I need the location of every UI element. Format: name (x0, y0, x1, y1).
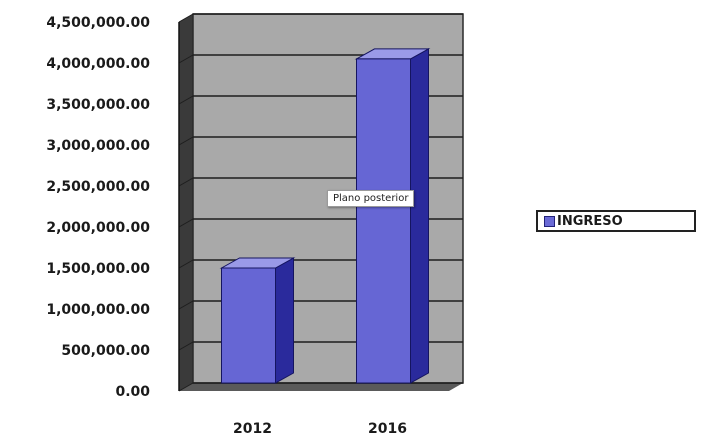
y-tick-label: 4,000,000.00 (46, 56, 150, 72)
legend-label-ingreso: INGRESO (557, 213, 623, 229)
gridline-depth (178, 136, 194, 146)
gridline-depth (178, 218, 194, 228)
y-tick-label: 4,500,000.00 (46, 15, 150, 31)
y-tick-label: 2,000,000.00 (46, 220, 150, 236)
y-axis-ticks: 0.00 500,000.00 1,000,000.00 1,500,000.00 2,… (46, 15, 150, 400)
bar-2012 (221, 267, 276, 384)
y-tick-label: 3,500,000.00 (46, 97, 150, 113)
side-wall (179, 14, 193, 391)
bars (219, 48, 431, 384)
bar-side-2012 (275, 257, 294, 384)
gridline-depth (178, 300, 194, 310)
gridline-depth (178, 382, 194, 392)
y-tick-label: 500,000.00 (61, 343, 150, 359)
y-tick-label: 2,500,000.00 (46, 179, 150, 195)
legend: INGRESO (536, 210, 696, 232)
tooltip-plano-posterior: Plano posterior (327, 190, 415, 207)
chart-floor (179, 383, 463, 391)
y-tick-label: 1,000,000.00 (46, 302, 150, 318)
bar-2016 (356, 58, 411, 384)
y-tick-label: 3,000,000.00 (46, 138, 150, 154)
y-tick-label: 1,500,000.00 (46, 261, 150, 277)
bar-side-2016 (410, 48, 429, 384)
gridline-depth (178, 341, 194, 351)
x-tick-label: 2012 (233, 421, 272, 437)
x-tick-label: 2016 (368, 421, 407, 437)
y-tick-label: 0.00 (115, 384, 150, 400)
gridline-depth (178, 95, 194, 105)
legend-swatch-ingreso (544, 215, 555, 227)
gridline-depth (178, 259, 194, 269)
gridline-depth (178, 177, 194, 187)
gridline-depth (178, 13, 194, 23)
x-axis-labels: 2012 2016 (233, 421, 407, 437)
gridline-depth (178, 54, 194, 64)
